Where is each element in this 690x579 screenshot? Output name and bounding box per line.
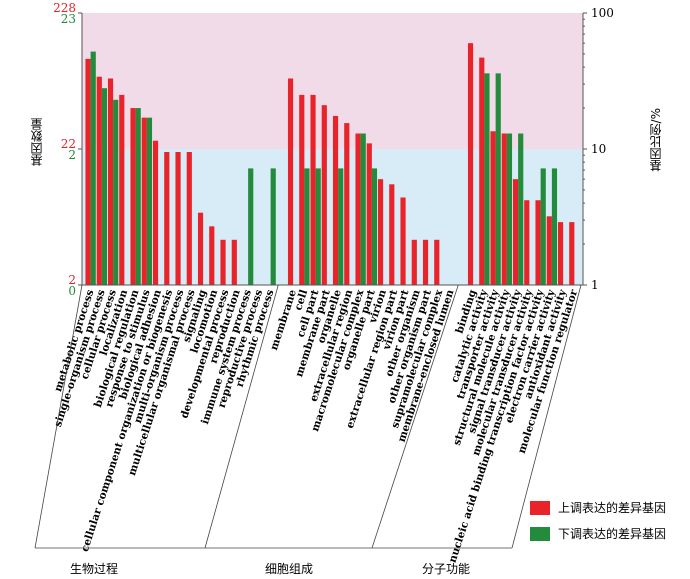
bars-layer	[85, 43, 575, 286]
left-tick-label-down-0: 23	[61, 12, 76, 26]
bar-up-10	[197, 212, 204, 285]
bar-up-34	[490, 131, 496, 285]
bar-up-13	[231, 239, 237, 285]
bar-up-8	[175, 152, 181, 285]
bracket-right	[511, 284, 582, 549]
group-label-mf: 分子功能	[422, 562, 471, 576]
bar-down-34	[495, 73, 501, 285]
bar-up-20	[321, 105, 327, 285]
left-tick-label-up-0: 228	[53, 1, 76, 15]
bar-up-19	[310, 94, 316, 285]
bracket-bp-cc	[204, 284, 279, 549]
bar-down-4	[135, 108, 141, 285]
group-label-bp: 生物过程	[70, 562, 119, 576]
bar-up-9	[186, 152, 192, 285]
bar-up-12	[220, 239, 226, 285]
bar-down-38	[540, 168, 546, 285]
right-tick-label-2: 1	[591, 278, 599, 292]
left-tick-label-down-2: 0	[68, 284, 76, 298]
left-tick-label-up-2: 2	[68, 273, 76, 287]
bar-up-27	[400, 197, 406, 285]
bar-up-41	[569, 222, 575, 285]
legend-down-swatch	[530, 526, 550, 541]
bar-up-21	[332, 115, 339, 285]
bar-down-5	[146, 117, 153, 286]
legend-up-swatch	[530, 500, 550, 515]
bar-up-30	[434, 239, 440, 285]
bar-up-33	[479, 57, 485, 285]
right-tick-label-0: 100	[591, 6, 614, 20]
bar-down-35	[506, 133, 513, 285]
bar-down-36	[518, 133, 524, 285]
bar-up-23	[355, 133, 361, 285]
bar-up-29	[422, 239, 429, 285]
bar-down-0	[90, 51, 96, 285]
bar-up-36	[512, 179, 519, 285]
bar-up-25	[377, 179, 384, 285]
bracket-left	[34, 284, 83, 549]
bar-down-16	[270, 168, 276, 285]
bar-up-3	[119, 94, 125, 285]
bar-up-39	[546, 216, 552, 285]
bar-up-37	[524, 200, 530, 285]
group-brackets	[34, 284, 582, 549]
bar-up-5	[141, 117, 147, 286]
bar-up-2	[107, 78, 114, 285]
group-label-cc: 细胞组成	[265, 562, 314, 576]
bar-up-22	[344, 123, 350, 285]
bar-up-32	[467, 43, 474, 285]
bar-up-28	[411, 239, 417, 285]
bar-up-17	[287, 78, 294, 285]
bar-up-35	[501, 133, 507, 285]
bar-down-39	[551, 168, 558, 285]
bar-down-14	[248, 168, 254, 285]
legend-down-label: 下调表达的差异基因	[558, 527, 667, 541]
bar-up-38	[535, 200, 541, 285]
left-tick-label-down-1: 2	[68, 148, 76, 162]
bar-down-23	[360, 133, 366, 285]
left-tick-label-up-1: 22	[61, 137, 76, 151]
bar-down-24	[371, 168, 378, 285]
bar-down-33	[484, 73, 490, 285]
legend-up: 上调表达的差异基因	[530, 499, 666, 516]
bracket-cc-mf	[371, 284, 459, 549]
bar-up-1	[96, 76, 102, 285]
legend-up-label: 上调表达的差异基因	[558, 501, 667, 515]
bar-down-1	[101, 88, 108, 285]
bar-up-26	[389, 184, 395, 285]
y-axis-right-label: 基因比例/%	[649, 108, 663, 172]
bar-up-24	[366, 143, 372, 285]
bar-up-18	[299, 94, 305, 285]
bar-up-11	[209, 226, 215, 285]
bar-down-19	[315, 168, 321, 285]
right-tick-label-1: 10	[591, 142, 606, 156]
bar-up-7	[164, 152, 170, 285]
bar-down-18	[304, 168, 310, 285]
bar-down-2	[113, 99, 119, 285]
bar-up-6	[152, 140, 159, 285]
bar-up-4	[130, 108, 136, 285]
y-axis-left-label: 基因数量	[30, 118, 44, 166]
upper-band	[82, 13, 583, 149]
bar-down-21	[338, 168, 344, 285]
legend-down: 下调表达的差异基因	[530, 525, 666, 542]
bar-up-0	[85, 58, 91, 286]
bar-up-40	[557, 222, 564, 285]
